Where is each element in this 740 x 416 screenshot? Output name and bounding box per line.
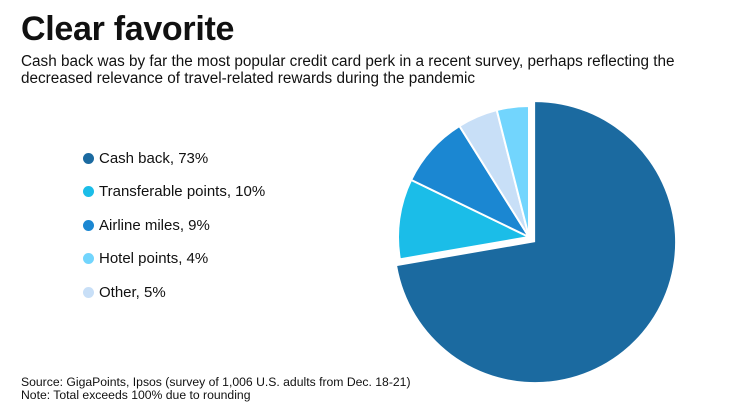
- legend-item-airline-miles: Airline miles, 9%: [83, 216, 265, 234]
- pie-slice-hotel-points: [495, 105, 530, 238]
- legend-dot-icon: [83, 152, 94, 164]
- legend-dot-icon: [83, 253, 94, 264]
- legend-label: Airline miles, 9%: [99, 216, 210, 234]
- legend-item-hotel-points: Hotel points, 4%: [83, 250, 265, 267]
- footer: Source: GigaPoints, Ipsos (survey of 1,0…: [21, 376, 411, 402]
- rounding-note: Note: Total exceeds 100% due to rounding: [21, 388, 251, 402]
- chart-subtitle: Cash back was by far the most popular cr…: [21, 53, 675, 87]
- legend-label: Hotel points, 4%: [99, 250, 209, 267]
- legend-dot-icon: [83, 219, 94, 231]
- legend: Cash back, 73% Transferable points, 10% …: [83, 150, 265, 318]
- legend-item-cash-back: Cash back, 73%: [83, 149, 265, 167]
- legend-item-transferable-points: Transferable points, 10%: [83, 183, 266, 200]
- legend-label: Other, 5%: [99, 283, 166, 301]
- pie-slice-transferable-points: [397, 178, 530, 261]
- source-note: Source: GigaPoints, Ipsos (survey of 1,0…: [21, 375, 411, 389]
- pie-slices: [397, 102, 676, 383]
- chart-title: Clear favorite: [21, 10, 235, 48]
- legend-label: Transferable points, 10%: [99, 183, 266, 200]
- legend-label: Cash back, 73%: [99, 149, 209, 167]
- pie-slice-cash-back: [397, 102, 676, 383]
- legend-dot-icon: [83, 286, 94, 298]
- legend-dot-icon: [83, 186, 94, 197]
- legend-item-other: Other, 5%: [83, 283, 265, 301]
